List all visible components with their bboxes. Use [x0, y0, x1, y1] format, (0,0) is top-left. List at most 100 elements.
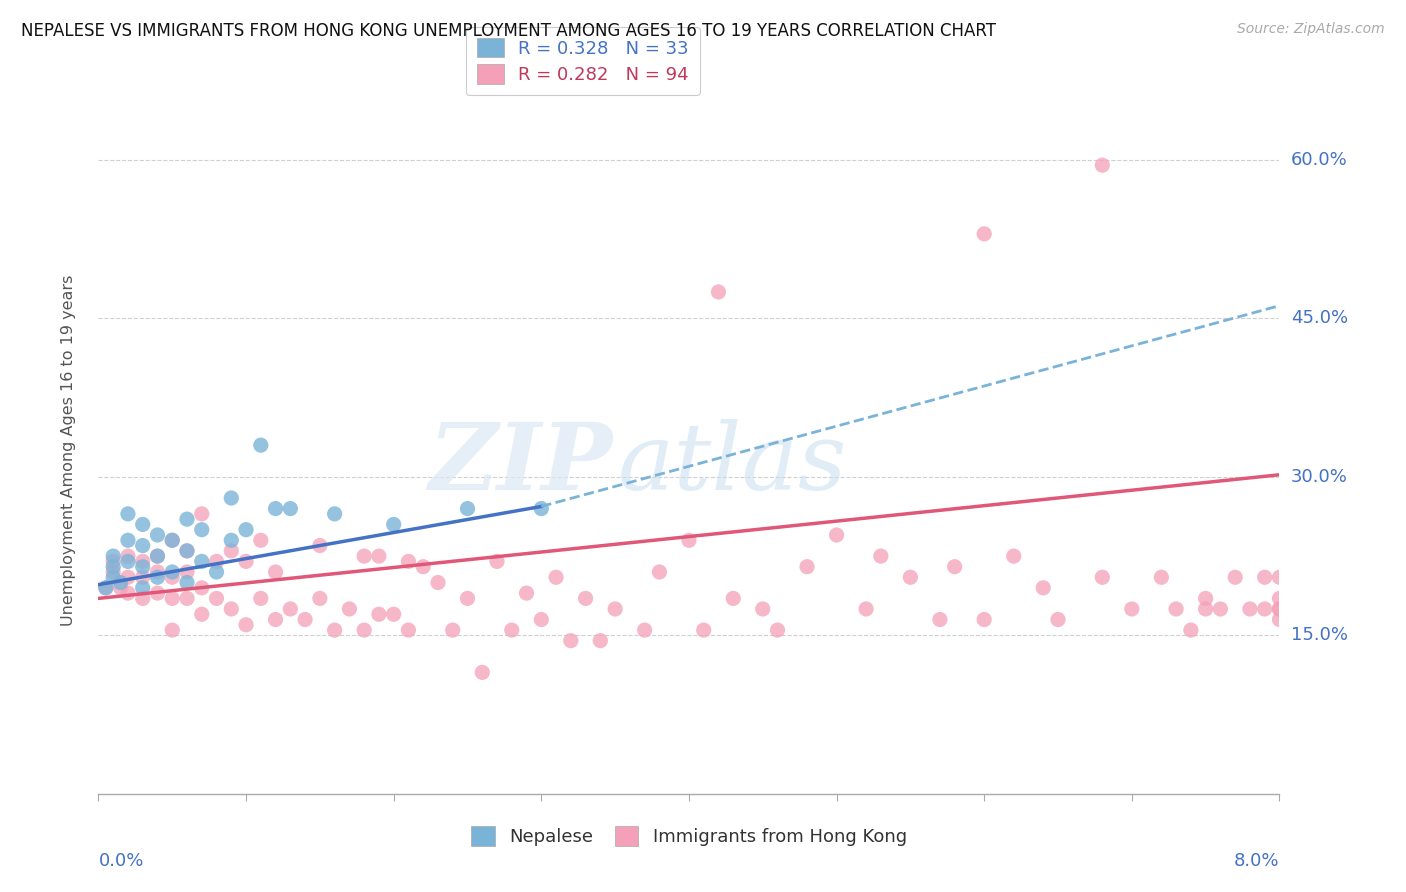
- Point: [1209, 602, 1232, 616]
- Point: [855, 602, 877, 616]
- Point: [1254, 570, 1277, 584]
- Point: [796, 559, 818, 574]
- Point: [221, 533, 243, 548]
- Point: [1268, 570, 1291, 584]
- Point: [943, 559, 966, 574]
- Point: [94, 581, 117, 595]
- Point: [530, 501, 553, 516]
- Point: [427, 575, 450, 590]
- Point: [235, 554, 257, 568]
- Point: [103, 570, 125, 584]
- Point: [205, 565, 228, 579]
- Point: [382, 607, 405, 622]
- Point: [162, 533, 183, 548]
- Point: [1032, 581, 1054, 595]
- Point: [323, 623, 346, 637]
- Point: [605, 602, 627, 616]
- Text: NEPALESE VS IMMIGRANTS FROM HONG KONG UNEMPLOYMENT AMONG AGES 16 TO 19 YEARS COR: NEPALESE VS IMMIGRANTS FROM HONG KONG UN…: [21, 22, 995, 40]
- Point: [146, 565, 169, 579]
- Point: [294, 613, 316, 627]
- Point: [412, 559, 434, 574]
- Point: [648, 565, 671, 579]
- Point: [162, 623, 183, 637]
- Point: [221, 544, 243, 558]
- Text: 30.0%: 30.0%: [1291, 468, 1347, 486]
- Text: ZIP: ZIP: [427, 419, 612, 509]
- Point: [250, 533, 273, 548]
- Point: [162, 570, 183, 584]
- Point: [191, 581, 214, 595]
- Point: [766, 623, 789, 637]
- Y-axis label: Unemployment Among Ages 16 to 19 years: Unemployment Among Ages 16 to 19 years: [60, 275, 76, 626]
- Point: [707, 285, 730, 299]
- Point: [221, 491, 243, 505]
- Point: [176, 544, 198, 558]
- Point: [1091, 158, 1114, 172]
- Point: [264, 501, 287, 516]
- Point: [973, 227, 995, 241]
- Point: [146, 528, 169, 542]
- Point: [900, 570, 922, 584]
- Point: [191, 507, 214, 521]
- Point: [723, 591, 745, 606]
- Point: [162, 591, 183, 606]
- Point: [1150, 570, 1173, 584]
- Point: [264, 613, 287, 627]
- Point: [382, 517, 405, 532]
- Point: [1166, 602, 1188, 616]
- Point: [353, 549, 375, 563]
- Point: [94, 581, 117, 595]
- Point: [1268, 591, 1291, 606]
- Point: [353, 623, 375, 637]
- Point: [457, 501, 479, 516]
- Point: [205, 554, 228, 568]
- Point: [368, 549, 391, 563]
- Point: [1239, 602, 1261, 616]
- Point: [146, 586, 169, 600]
- Point: [575, 591, 598, 606]
- Point: [1195, 591, 1218, 606]
- Point: [221, 602, 243, 616]
- Text: Source: ZipAtlas.com: Source: ZipAtlas.com: [1237, 22, 1385, 37]
- Point: [235, 617, 257, 632]
- Point: [117, 586, 139, 600]
- Point: [1254, 602, 1277, 616]
- Point: [146, 549, 169, 563]
- Point: [501, 623, 523, 637]
- Point: [530, 613, 553, 627]
- Point: [205, 591, 228, 606]
- Point: [103, 565, 125, 579]
- Point: [280, 602, 302, 616]
- Point: [176, 544, 198, 558]
- Point: [132, 517, 155, 532]
- Point: [110, 581, 132, 595]
- Point: [1268, 602, 1291, 616]
- Point: [678, 533, 700, 548]
- Point: [1121, 602, 1143, 616]
- Point: [132, 559, 155, 574]
- Text: atlas: atlas: [619, 419, 848, 509]
- Point: [1268, 602, 1291, 616]
- Point: [176, 575, 198, 590]
- Point: [132, 554, 155, 568]
- Point: [280, 501, 302, 516]
- Point: [929, 613, 952, 627]
- Point: [117, 554, 139, 568]
- Point: [309, 539, 332, 553]
- Point: [339, 602, 361, 616]
- Point: [752, 602, 775, 616]
- Point: [398, 623, 420, 637]
- Point: [323, 507, 346, 521]
- Point: [634, 623, 657, 637]
- Point: [117, 507, 139, 521]
- Point: [132, 539, 155, 553]
- Point: [1195, 602, 1218, 616]
- Point: [1225, 570, 1247, 584]
- Point: [162, 565, 183, 579]
- Point: [117, 533, 139, 548]
- Point: [264, 565, 287, 579]
- Point: [132, 570, 155, 584]
- Point: [250, 438, 273, 452]
- Legend: Nepalese, Immigrants from Hong Kong: Nepalese, Immigrants from Hong Kong: [464, 819, 914, 854]
- Point: [1091, 570, 1114, 584]
